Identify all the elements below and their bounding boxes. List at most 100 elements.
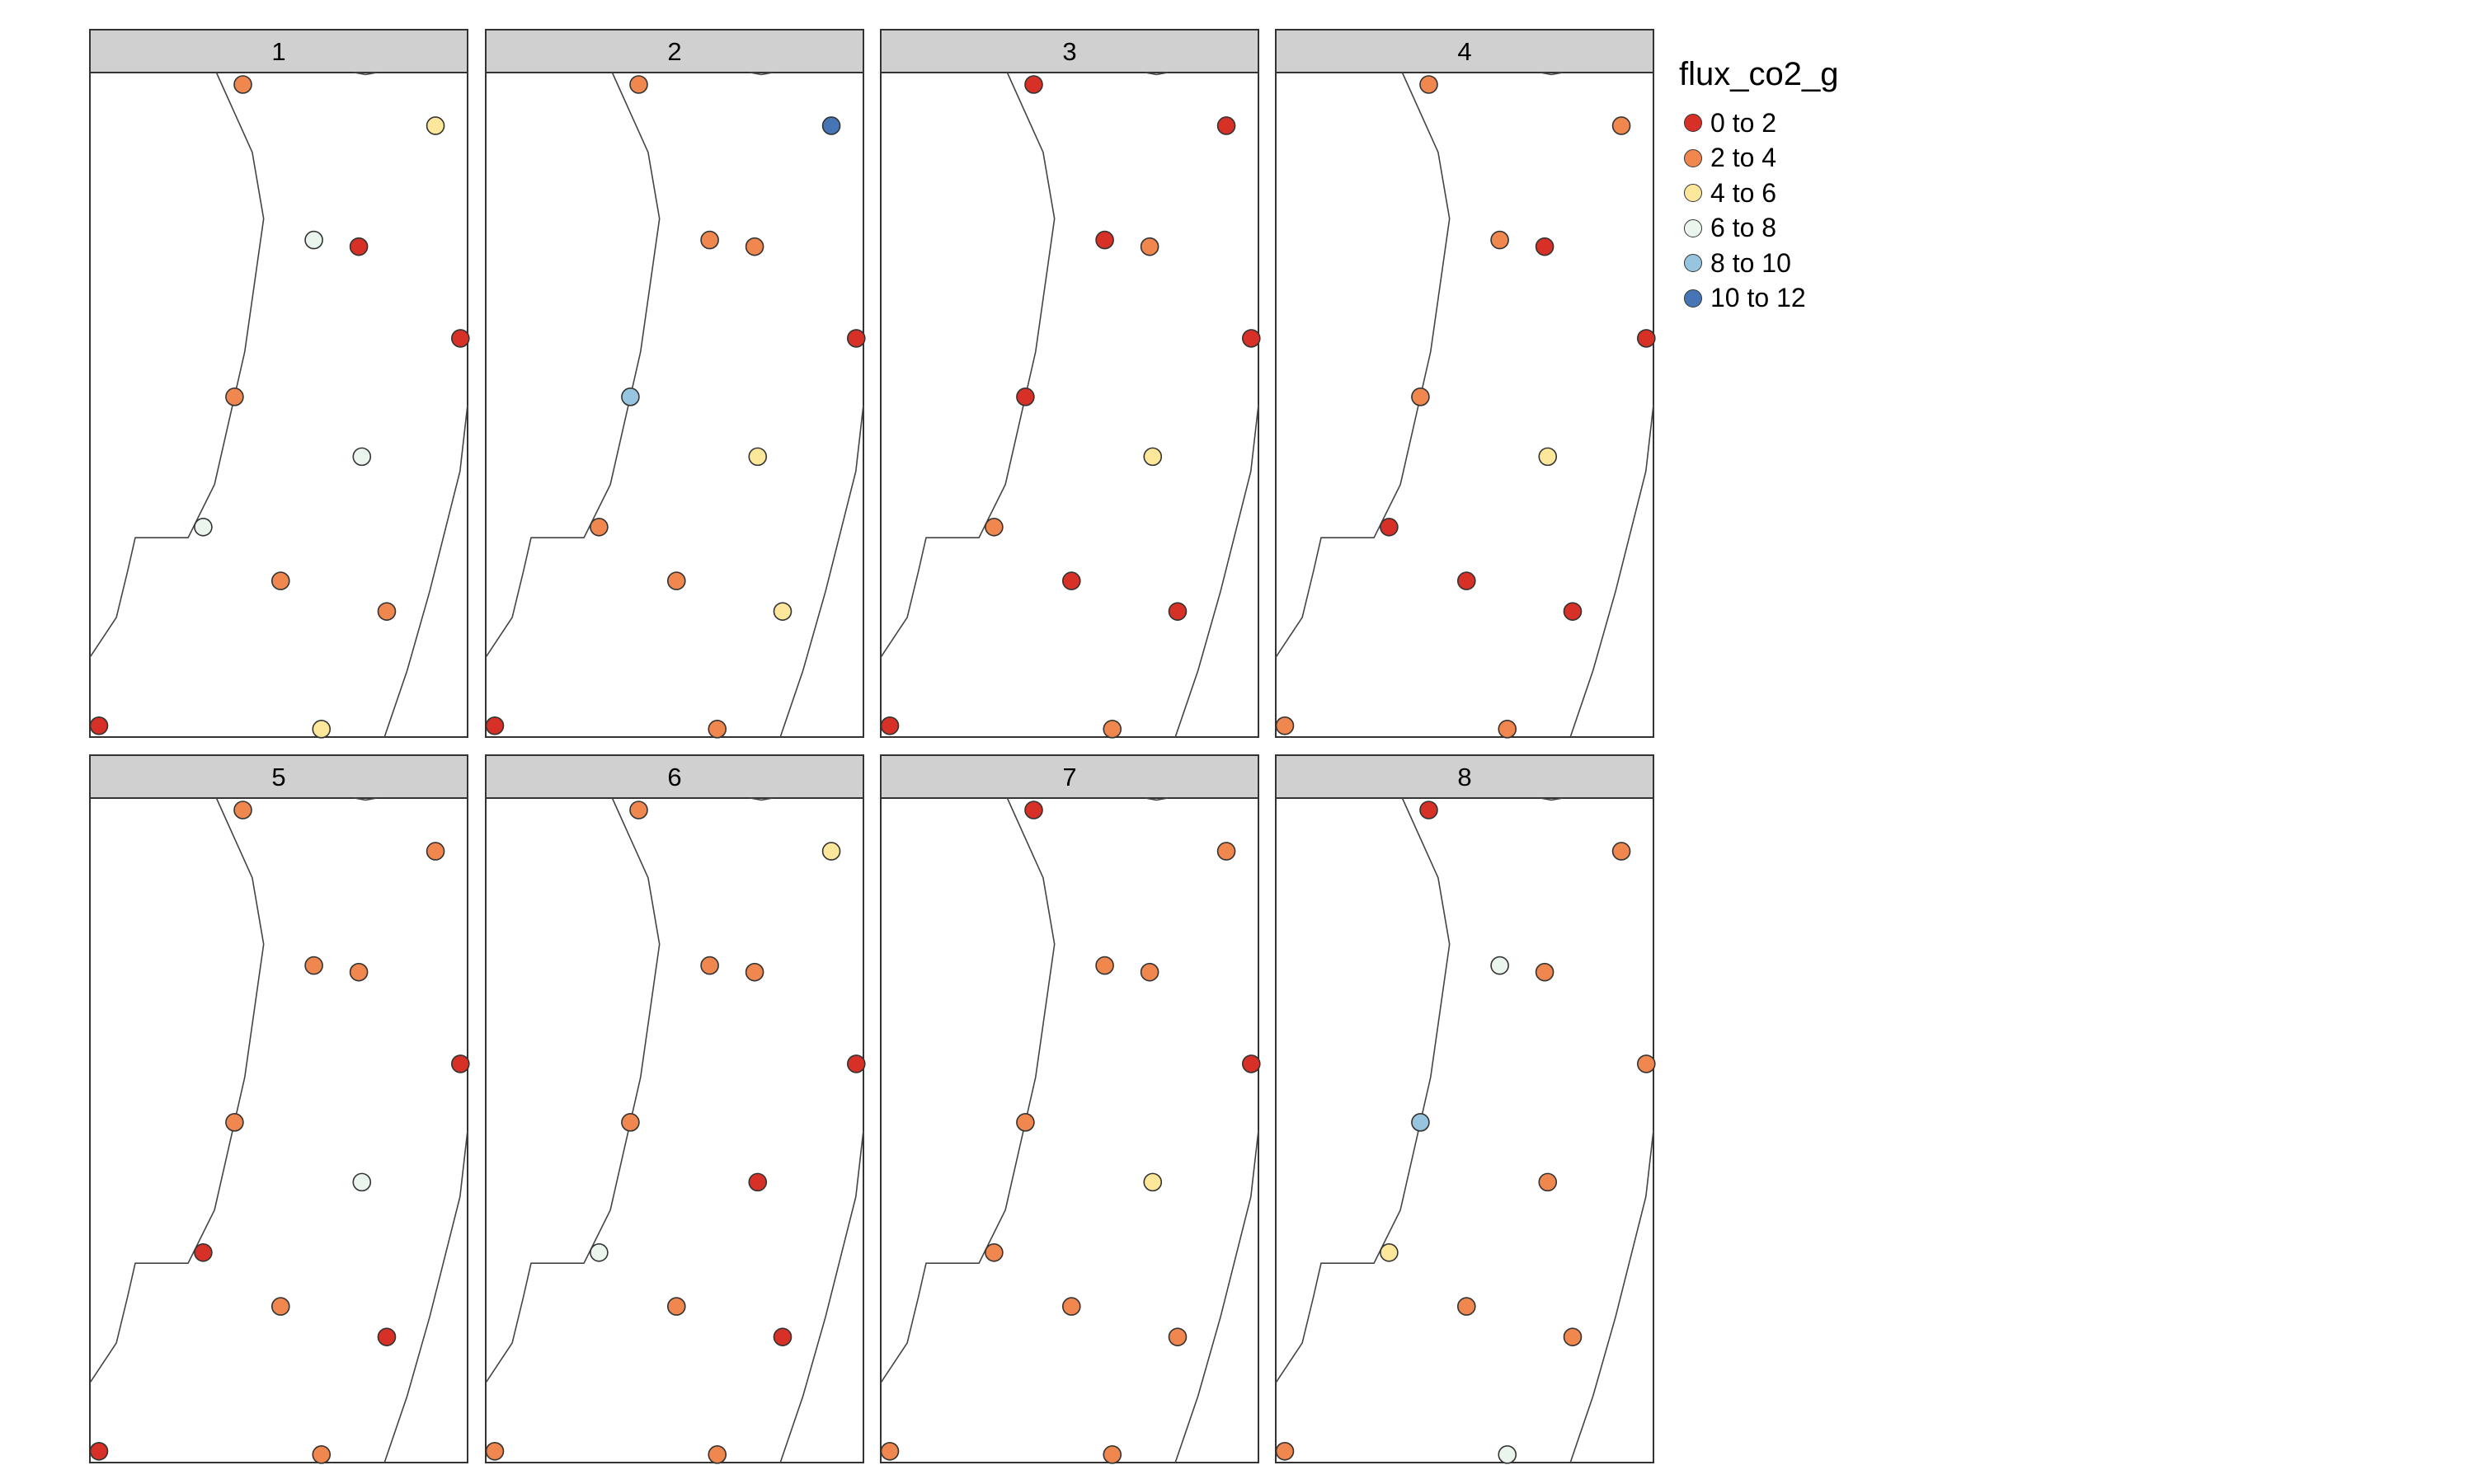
map-frame [89, 72, 468, 738]
boundary-line [1540, 797, 1564, 801]
panel-5: 5 [89, 754, 470, 1464]
boundary-line [880, 72, 1056, 658]
station-point [1411, 387, 1430, 406]
panel-label: 8 [1457, 763, 1471, 791]
station-point [1168, 602, 1188, 621]
legend-swatch [1684, 184, 1702, 203]
station-point [1411, 1113, 1430, 1132]
boundary-line [1569, 404, 1654, 738]
station-point [1419, 75, 1438, 94]
panel-label: 2 [667, 37, 681, 66]
boundary-line [880, 797, 1056, 1383]
legend-swatch [1684, 254, 1702, 273]
station-point [1216, 842, 1236, 861]
boundary-line [1540, 72, 1564, 76]
station-point [1490, 956, 1509, 975]
station-point [450, 329, 470, 348]
station-point [1275, 1441, 1295, 1461]
station-point [748, 447, 768, 467]
station-point [1095, 230, 1114, 250]
legend: flux_co2_g 0 to 2 2 to 4 4 to 6 6 to 8 8 to … [1679, 54, 2091, 316]
legend-label: 2 to 4 [1710, 143, 1777, 173]
station-point [666, 1297, 686, 1316]
station-point [377, 602, 397, 621]
station-point [1456, 571, 1476, 590]
map-frame [880, 72, 1259, 738]
station-point [1563, 1327, 1583, 1346]
boundary-line [383, 1129, 468, 1463]
station-point [233, 801, 252, 819]
map-frame [880, 797, 1259, 1463]
panel-strip [89, 29, 468, 73]
station-point [708, 1445, 727, 1464]
station-point [880, 1441, 900, 1461]
boundary-line [1145, 797, 1169, 801]
station-point [1061, 571, 1081, 590]
boundary-line [779, 1129, 864, 1463]
station-point [629, 75, 648, 94]
legend-item: 0 to 2 [1679, 106, 2091, 141]
station-point [1103, 720, 1122, 739]
panel-6: 6 [485, 754, 866, 1464]
station-point [1016, 1113, 1035, 1132]
station-point [590, 1243, 609, 1262]
boundary-line [779, 404, 864, 738]
station-point [700, 230, 719, 250]
legend-item: 6 to 8 [1679, 211, 2091, 247]
panel-4: 4 [1275, 29, 1656, 739]
station-point [1456, 1297, 1476, 1316]
station-point [1016, 387, 1035, 406]
station-point [194, 518, 213, 537]
legend-label: 8 to 10 [1710, 247, 1791, 278]
station-point [1611, 842, 1631, 861]
station-point [1490, 230, 1509, 250]
station-point [89, 716, 109, 735]
legend-label: 0 to 2 [1710, 107, 1777, 138]
station-point [629, 801, 648, 819]
panel-strip [1275, 754, 1654, 799]
station-point [426, 842, 445, 861]
legend-label: 10 to 12 [1710, 283, 1806, 313]
boundary-line [89, 72, 265, 658]
station-point [821, 842, 841, 861]
station-point [312, 1445, 332, 1464]
station-point [450, 1054, 470, 1073]
station-point [270, 1297, 290, 1316]
station-point [1061, 1297, 1081, 1316]
station-point [1143, 1172, 1163, 1192]
legend-swatch [1684, 114, 1702, 133]
station-point [1535, 962, 1554, 982]
station-point [349, 962, 369, 982]
station-point [1241, 1054, 1261, 1073]
panel-label: 7 [1062, 763, 1076, 791]
legend-swatch [1684, 289, 1702, 308]
station-point [233, 75, 252, 94]
boundary-line [1275, 72, 1451, 658]
station-point [1611, 116, 1631, 135]
boundary-line [750, 72, 774, 76]
station-point [1419, 801, 1438, 819]
legend-label: 6 to 8 [1710, 213, 1777, 243]
station-point [1140, 237, 1159, 256]
station-point [312, 720, 332, 739]
boundary-line [485, 72, 661, 658]
legend-title: flux_co2_g [1679, 56, 1839, 92]
station-point [1636, 1054, 1656, 1073]
map-frame [485, 797, 864, 1463]
panel-strip [880, 29, 1259, 73]
station-point [1636, 329, 1656, 348]
map-frame [485, 72, 864, 738]
station-point [352, 1172, 372, 1192]
station-point [773, 602, 793, 621]
station-point [846, 329, 866, 348]
station-point [985, 1243, 1004, 1262]
station-point [773, 1327, 793, 1346]
station-point [225, 1113, 244, 1132]
station-point [621, 387, 640, 406]
station-point [846, 1054, 866, 1073]
legend-label: 4 to 6 [1710, 177, 1777, 208]
panel-2: 2 [485, 29, 866, 739]
station-point [352, 447, 372, 467]
station-point [1103, 1445, 1122, 1464]
